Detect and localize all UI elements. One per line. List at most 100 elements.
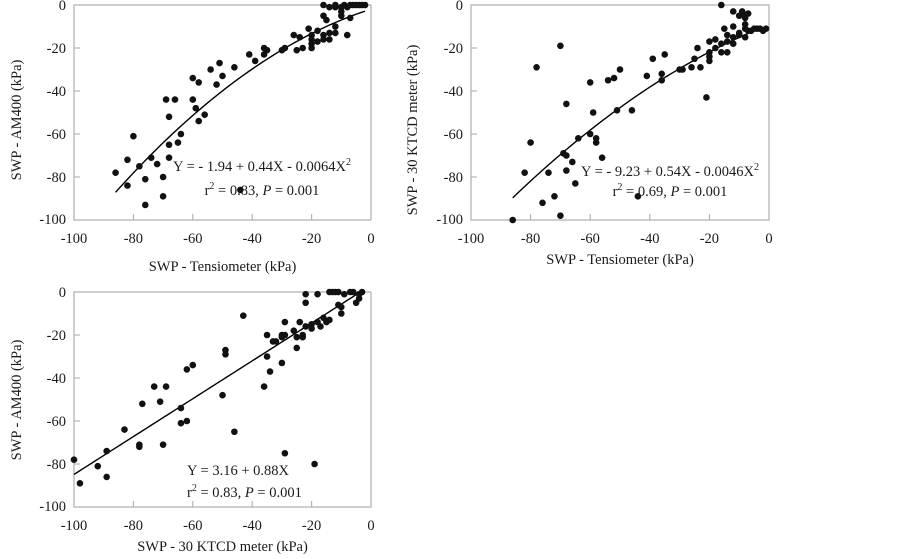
r-superscript: 2 [617,182,622,193]
r-squared-p-value: r2 = 0.83, P = 0.001 [187,483,302,501]
data-point [305,25,312,32]
data-point [741,33,749,41]
data-point [296,33,304,41]
data-point [320,1,327,9]
data-point [112,169,119,176]
data-point [124,182,131,189]
p-symbol: P [669,184,679,200]
y-tick-label: -80 [47,170,66,186]
p-value: = 0.001 [254,485,302,501]
data-point [340,290,348,298]
data-point [539,199,546,207]
regression-equation: Y = - 9.23 + 0.54X - 0.0046X2 [581,162,759,180]
data-point [216,59,223,67]
y-tick-label: -60 [47,127,66,143]
x-tick-label: -60 [581,231,600,247]
data-point [281,331,289,339]
data-point [192,104,200,112]
data-point [177,404,185,412]
data-point [201,111,208,118]
x-axis-label: SWP - Tensiometer (kPa) [149,259,297,275]
r-symbol: r [205,183,210,199]
y-tick-label: -100 [39,499,66,515]
data-point [290,327,298,335]
data-point [679,66,686,73]
data-point [281,44,289,52]
data-point [141,201,149,209]
x-tick-label: -80 [521,231,540,247]
data-point [162,96,170,103]
y-tick-label: 0 [59,0,66,14]
data-point [293,344,301,352]
y-tick-label: -20 [444,41,463,57]
data-point [688,64,695,71]
x-tick-label: 0 [367,231,374,247]
regression-equation: Y = 3.16 + 0.88X [187,463,290,479]
data-point [744,10,752,17]
data-point [183,417,191,425]
x-tick-label: -80 [124,231,143,247]
data-point [628,107,636,114]
data-point [551,193,558,200]
x-axis-label: SWP - 30 KTCD meter (kPa) [137,539,308,555]
y-tick-label: -40 [47,84,66,100]
data-point [177,130,185,138]
data-point [563,100,570,108]
r-symbol: r [187,485,192,501]
data-point [290,31,298,39]
data-point [762,25,770,32]
data-point [610,74,618,82]
y-tick-label: -20 [47,328,66,344]
data-point [189,361,197,369]
data-point [718,40,725,47]
data-point [213,81,220,88]
data-point [272,338,280,345]
data-point [613,107,621,114]
data-point [293,333,301,341]
y-tick-label: 0 [456,0,463,14]
y-axis-label: SWP - AM400 (kPa) [9,59,25,180]
data-point [302,299,309,307]
data-point [718,1,725,9]
y-tick-label: -60 [47,414,66,430]
data-point [361,1,369,9]
y-tick-label: -20 [47,41,66,57]
data-point [658,76,666,84]
data-point [509,216,517,224]
data-point [569,158,576,166]
equation-text: Y = - 9.23 + 0.54X - 0.0046X [581,164,754,180]
x-tick-label: -40 [640,231,659,247]
data-point [358,288,366,296]
data-point [718,49,725,56]
r-symbol: r [613,184,618,200]
data-point [293,46,301,54]
data-point [521,169,528,176]
data-point [124,156,131,164]
data-point [195,117,203,125]
y-tick-label: -40 [47,371,66,387]
data-point [604,76,612,84]
data-point [308,325,315,332]
data-point [231,64,238,71]
data-point [697,64,704,71]
data-point [278,359,286,367]
data-point [219,72,226,80]
data-point [150,383,158,390]
data-point [147,154,155,161]
data-point [136,162,143,170]
x-tick-label: -60 [183,518,202,534]
data-point [723,38,731,45]
data-point [165,141,173,149]
x-tick-label: -40 [243,518,262,534]
data-point [586,79,594,86]
data-point [721,25,728,32]
data-point [130,132,137,140]
y-tick-label: -60 [444,127,463,143]
data-point [649,55,657,63]
data-point [338,12,345,20]
data-point [332,23,339,30]
y-tick-label: -100 [436,212,463,228]
data-point [592,139,600,146]
data-point [231,428,238,436]
